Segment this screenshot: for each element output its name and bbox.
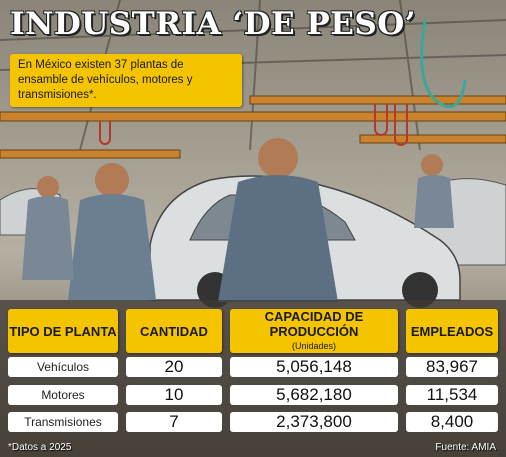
cell-capacidad: 2,373,800 (230, 412, 398, 432)
worker-left (68, 163, 156, 300)
worker-right (414, 154, 454, 228)
cell-capacidad: 5,056,148 (230, 357, 398, 377)
column-header-label: CAPACIDAD DE PRODUCCIÓN (264, 308, 364, 339)
cell-cantidad: 7 (126, 412, 222, 432)
footnote: *Datos a 2025 (8, 442, 72, 453)
worker-background (22, 176, 74, 280)
column-header-label: CANTIDAD (140, 323, 208, 339)
cell-empleados: 8,400 (406, 412, 498, 432)
cell-empleados: 11,534 (406, 385, 498, 405)
column-header-cantidad: CANTIDAD (126, 309, 222, 353)
cell-capacidad: 5,682,180 (230, 385, 398, 405)
source-credit: Fuente: AMIA (435, 442, 496, 453)
row-label-transmisiones: Transmisiones (8, 412, 118, 432)
worker-center (218, 138, 338, 302)
row-label-motores: Motores (8, 385, 118, 405)
column-header-capacidad: CAPACIDAD DE PRODUCCIÓN (Unidades) (230, 309, 398, 353)
column-header-unit: (Unidades) (291, 340, 337, 351)
intro-box: En México existen 37 plantas de ensamble… (10, 54, 242, 107)
column-header-label: EMPLEADOS (410, 323, 494, 339)
row-label-vehiculos: Vehículos (8, 357, 118, 377)
cell-cantidad: 10 (126, 385, 222, 405)
column-header-tipo: TIPO DE PLANTA (8, 309, 118, 353)
column-header-label: TIPO DE PLANTA (9, 323, 117, 339)
column-header-empleados: EMPLEADOS (406, 309, 498, 353)
cell-cantidad: 20 (126, 357, 222, 377)
page-title: INDUSTRIA ‘DE PESO’ (10, 6, 417, 42)
cell-empleados: 83,967 (406, 357, 498, 377)
